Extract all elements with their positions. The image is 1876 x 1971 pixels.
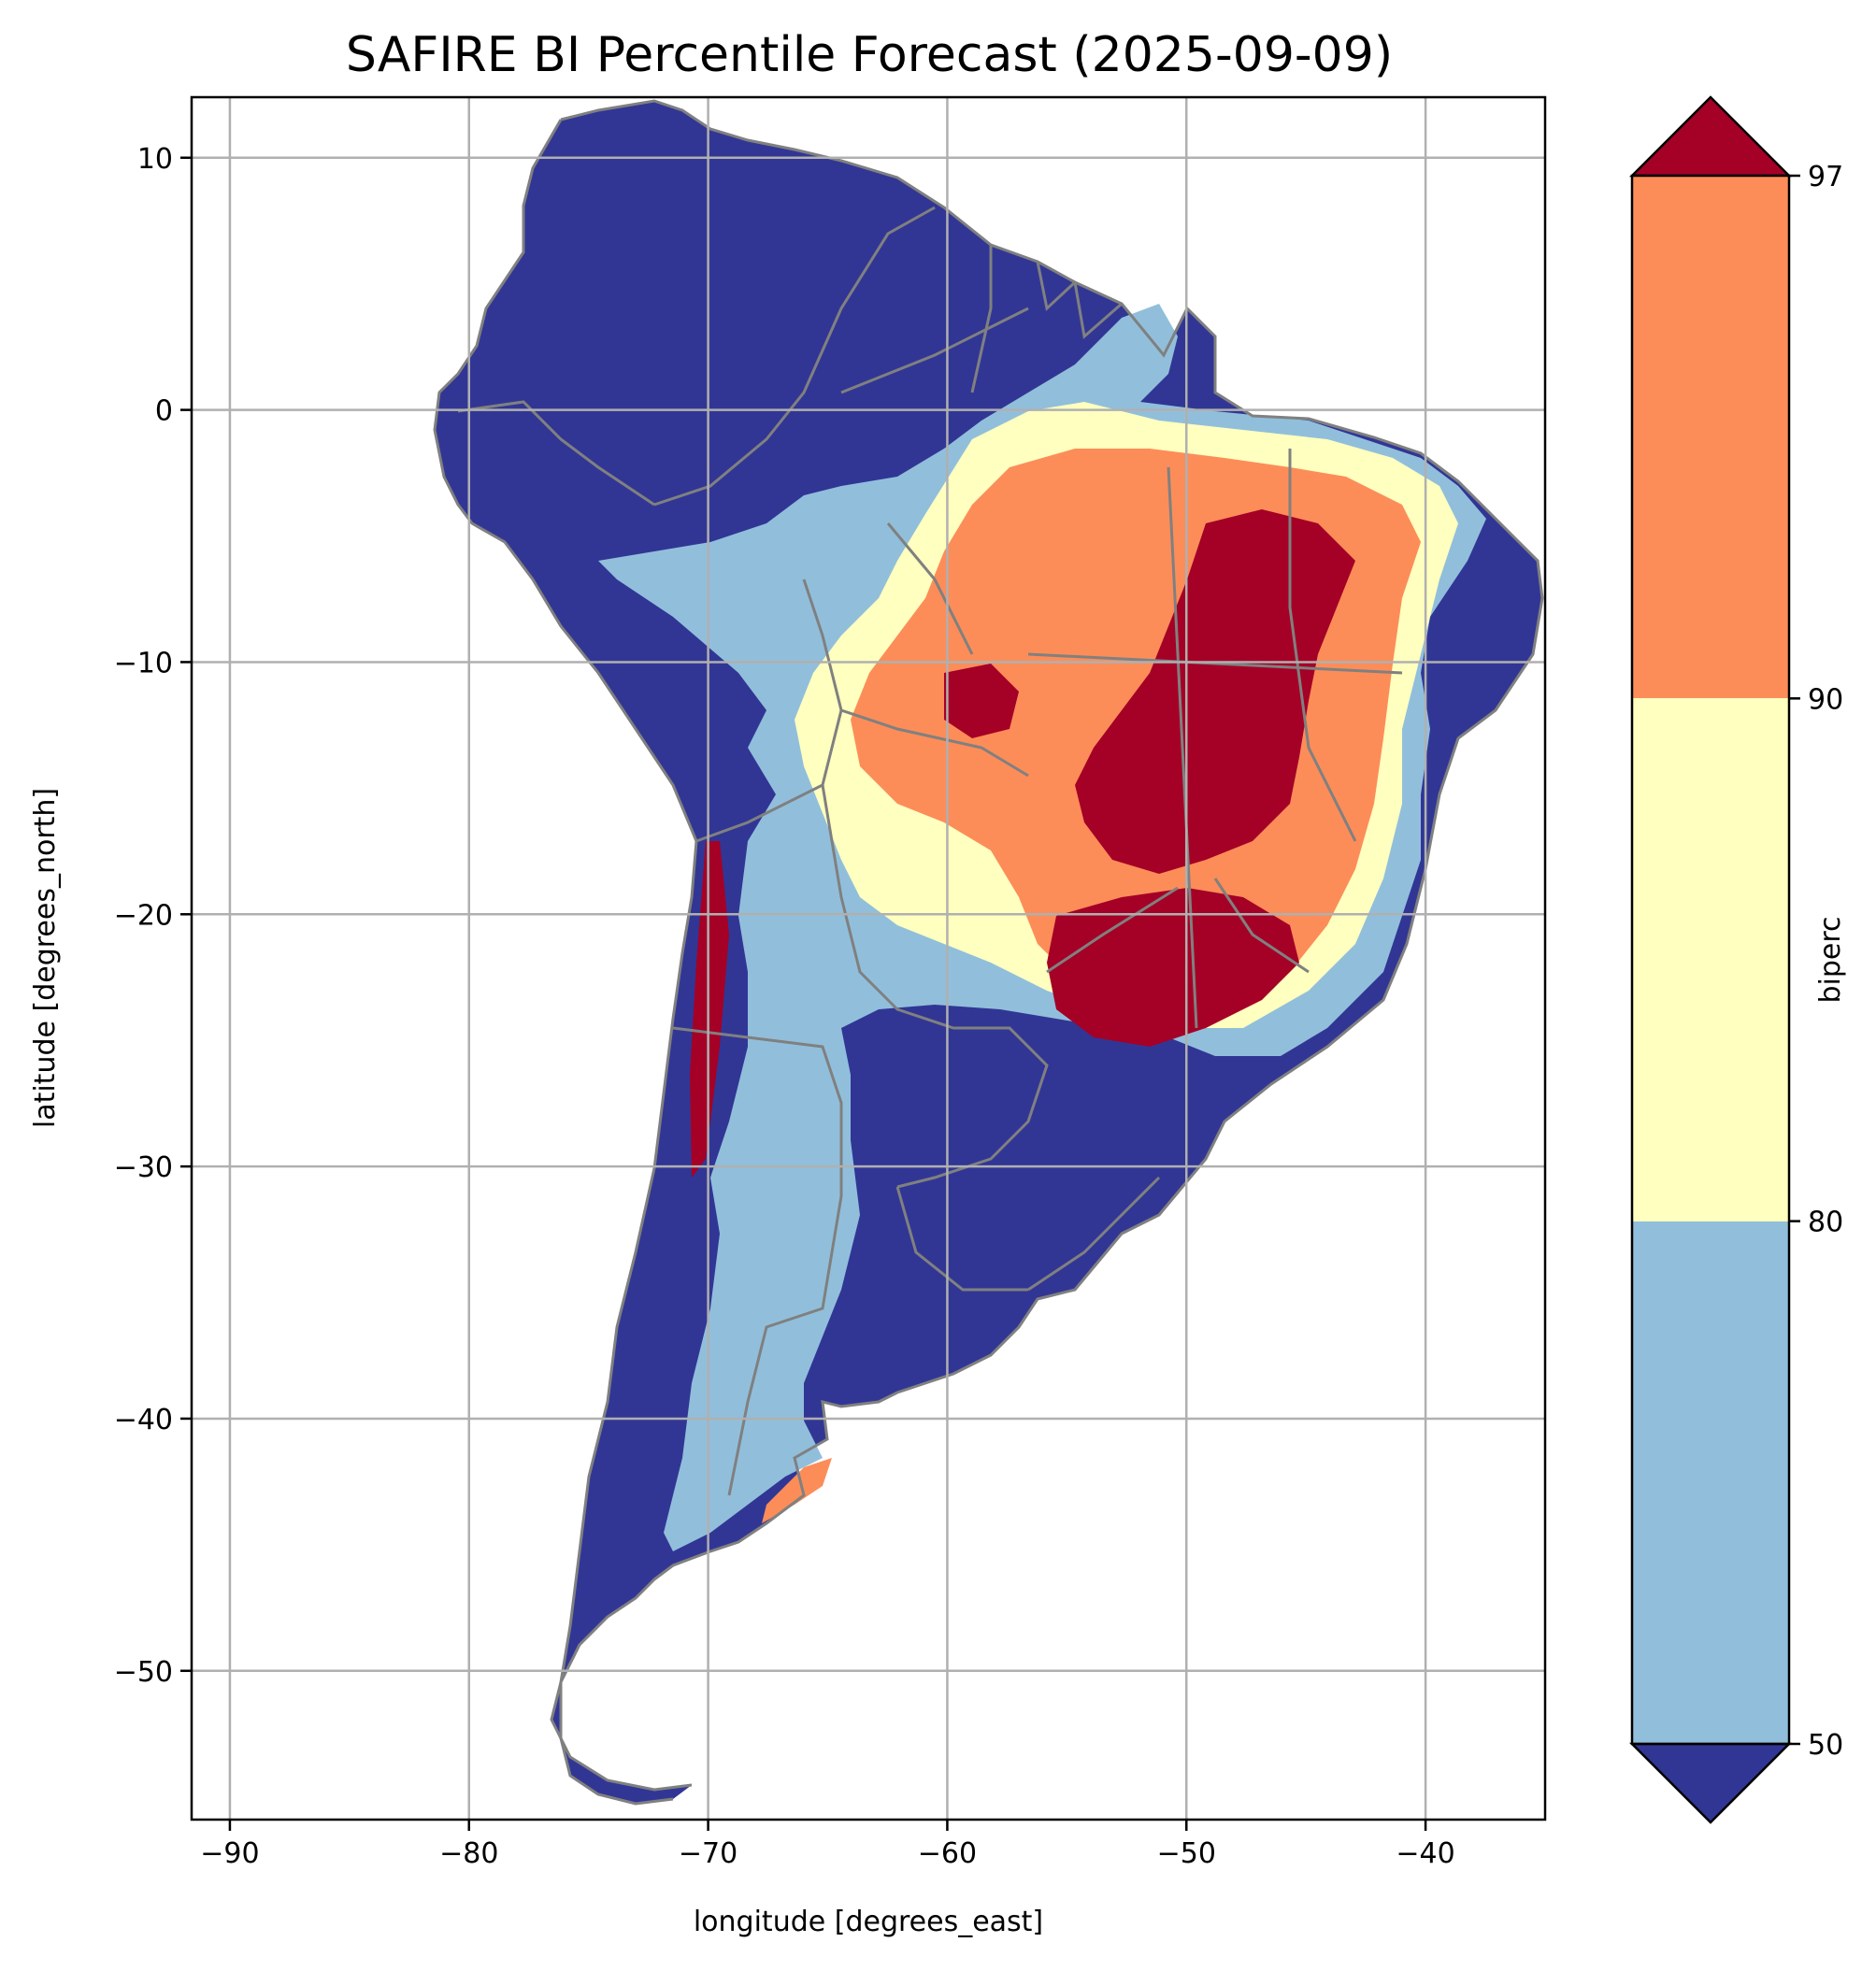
colorbar-bin-90-97 — [1632, 176, 1789, 698]
colorbar-bin-80-90 — [1632, 698, 1789, 1221]
y-tick-label: −10 — [114, 647, 173, 679]
y-ticks: 10 0 −10 −20 −30 −40 −50 — [114, 143, 192, 1689]
region-above-97-south — [1047, 888, 1299, 1047]
y-tick-label: −50 — [114, 1656, 173, 1689]
x-tick-label: −80 — [439, 1837, 498, 1870]
colorbar: 50 80 90 97 biperc — [1628, 95, 1847, 1824]
colorbar-ticks: 50 80 90 97 — [1789, 161, 1843, 1762]
region-above-97 — [1075, 509, 1355, 874]
colorbar-label: biperc — [1814, 916, 1847, 1003]
x-tick-label: −90 — [200, 1837, 259, 1870]
colorbar-tick-label: 80 — [1808, 1207, 1843, 1239]
colorbar-tick-label: 50 — [1808, 1729, 1843, 1762]
y-axis-label: latitude [degrees_north] — [29, 788, 62, 1128]
colorbar-tick-label: 97 — [1808, 161, 1843, 193]
y-tick-label: −30 — [114, 1151, 173, 1184]
y-tick-label: 10 — [137, 143, 173, 176]
y-tick-label: −20 — [114, 899, 173, 932]
colorbar-frame — [1630, 174, 1791, 1746]
colorbar-extend-high — [1628, 95, 1793, 178]
colorbar-bin-50-80 — [1632, 1221, 1789, 1744]
x-tick-label: −50 — [1157, 1837, 1216, 1870]
map-axes-frame — [190, 95, 1547, 1821]
y-tick-label: 0 — [155, 395, 173, 428]
colorbar-tick-label: 90 — [1808, 683, 1843, 716]
map-panel — [192, 97, 1545, 1820]
region-90-97-patagonia — [762, 1458, 832, 1523]
country-borders — [433, 99, 1544, 1806]
chart-title: SAFIRE BI Percentile Forecast (2025-09-0… — [346, 27, 1393, 83]
region-above-97-west — [944, 664, 1019, 738]
x-ticks: −90 −80 −70 −60 −50 −40 — [200, 1820, 1455, 1870]
gridlines — [192, 97, 1545, 1820]
x-tick-label: −40 — [1396, 1837, 1454, 1870]
x-tick-label: −70 — [679, 1837, 738, 1870]
x-axis-label: longitude [degrees_east] — [694, 1906, 1043, 1938]
x-tick-label: −60 — [918, 1837, 977, 1870]
colorbar-extend-low — [1628, 1742, 1793, 1824]
region-above-97-andes — [690, 841, 729, 1178]
y-tick-label: −40 — [114, 1404, 173, 1436]
